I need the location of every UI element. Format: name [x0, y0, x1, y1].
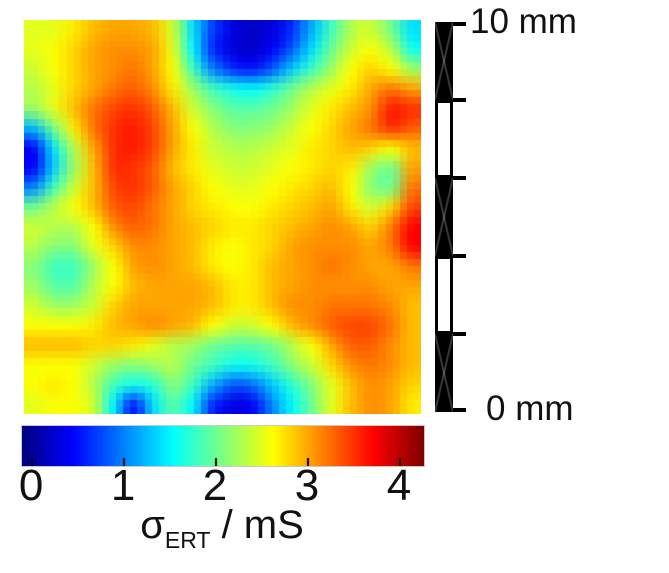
scale-bar-tick-3 — [453, 254, 466, 258]
heatmap-canvas — [24, 20, 421, 414]
sigma-symbol: σ — [140, 503, 165, 547]
colorbar-tick-label-3: 3 — [294, 461, 320, 510]
colorbar-tick-label-0: 0 — [18, 461, 44, 510]
scale-bar-segment-0 — [435, 22, 453, 100]
sigma-subscript: ERT — [164, 527, 211, 553]
colorbar-tick-label-1: 1 — [110, 461, 136, 510]
colorbar-axis-label: σERT / mS — [140, 505, 304, 552]
colorbar-tick-label-4: 4 — [386, 461, 412, 510]
colorbar-tick-label-2: 2 — [202, 461, 228, 510]
axis-unit: / mS — [210, 503, 304, 547]
scale-bar-segment-1 — [435, 100, 453, 178]
colorbar-canvas — [21, 425, 425, 467]
scale-bar-segment-3 — [435, 256, 453, 334]
scale-bar-segment-4 — [435, 334, 453, 412]
scale-bar-tick-0 — [453, 22, 466, 26]
scale-bar-tick-5 — [453, 408, 466, 412]
scale-bar-tick-1 — [453, 98, 466, 102]
scale-bar-tick-2 — [453, 176, 466, 180]
scale-bar-bottom-label: 0 mm — [486, 389, 574, 428]
scale-bar-tick-4 — [453, 332, 466, 336]
scale-bar — [435, 22, 466, 412]
scale-bar-segment-2 — [435, 178, 453, 256]
scale-bar-top-label: 10 mm — [470, 2, 577, 41]
